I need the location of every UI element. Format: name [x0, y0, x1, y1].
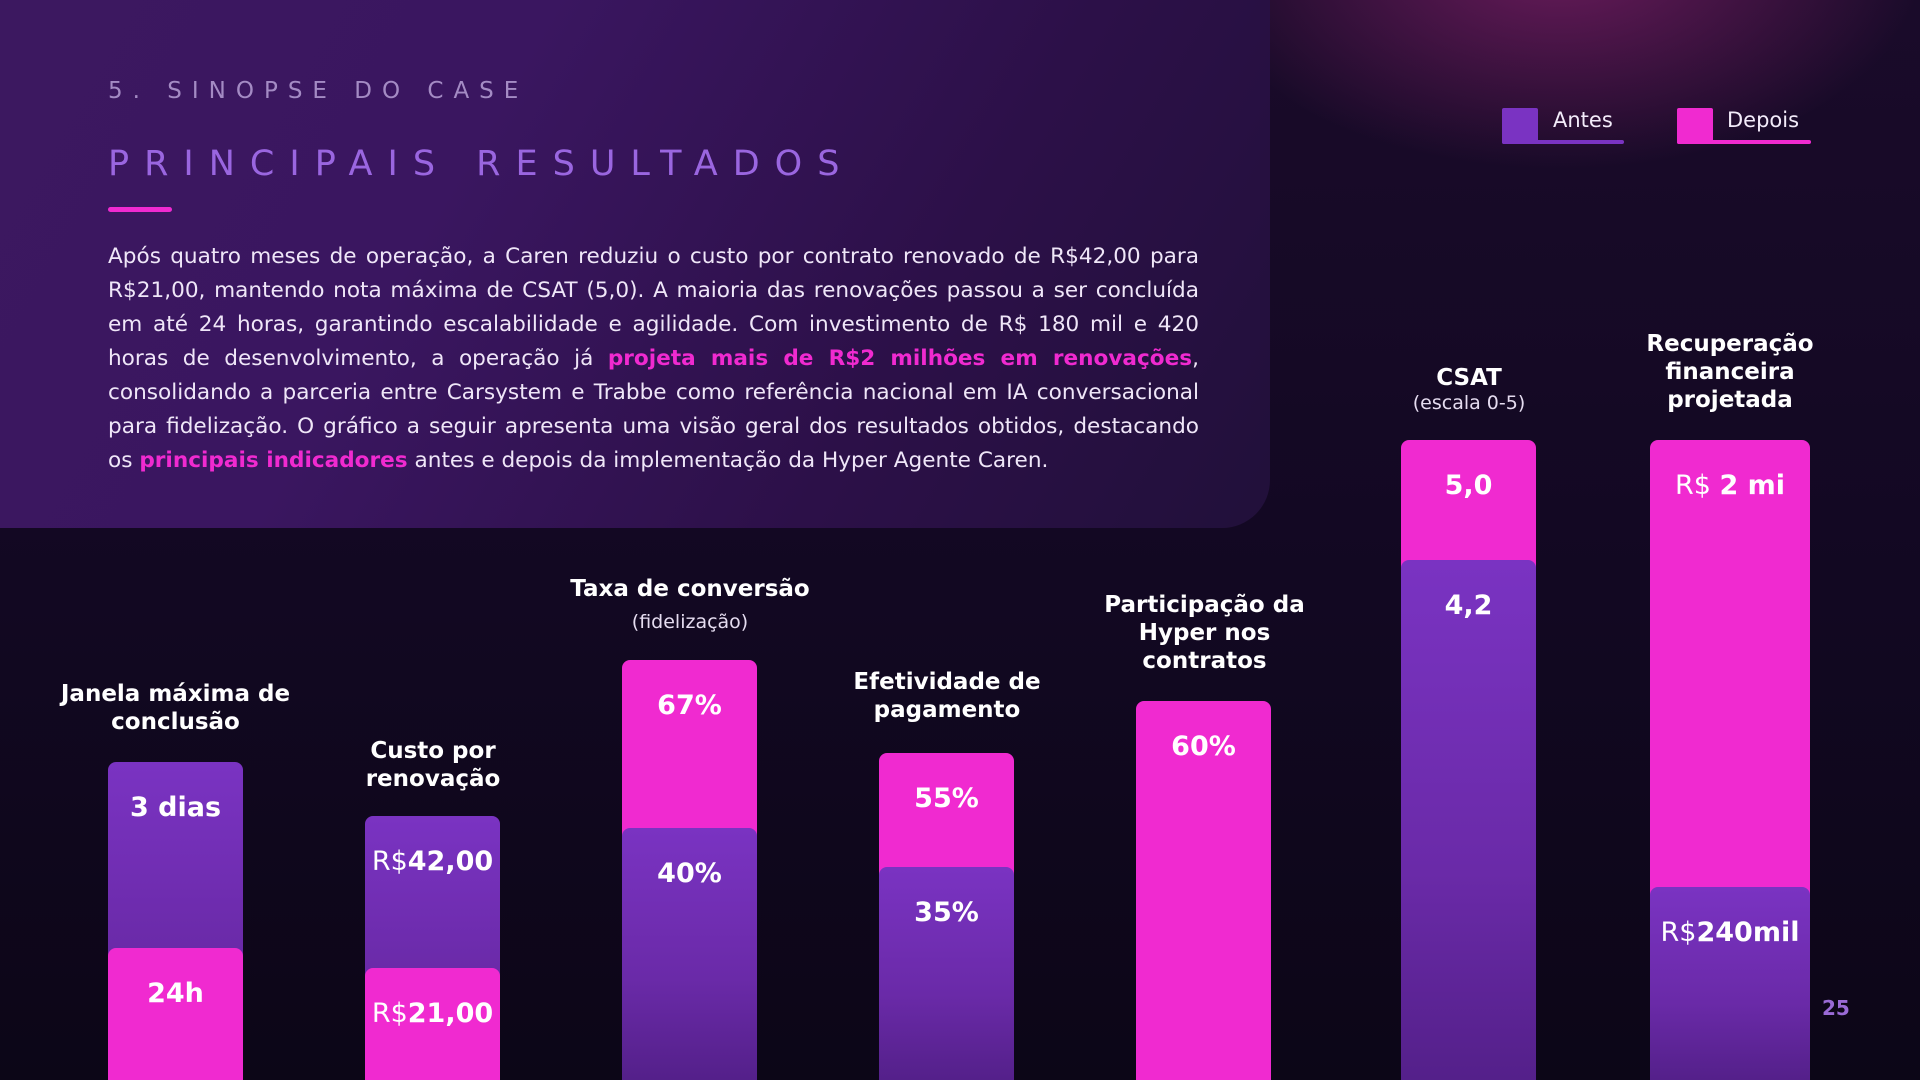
bar-after — [1136, 701, 1271, 1080]
page-title: PRINCIPAIS RESULTADOS — [108, 144, 855, 184]
legend-swatch-before — [1502, 108, 1538, 144]
value-prefix: R$ — [1660, 917, 1697, 948]
value-number: 55% — [914, 783, 979, 814]
category-title: Recuperação financeira projetada — [1646, 331, 1814, 413]
value-number: 24h — [147, 978, 204, 1009]
bar-before — [1650, 887, 1810, 1080]
category-subtitle: (fidelização) — [631, 611, 749, 633]
value-prefix: R$ — [371, 998, 408, 1029]
summary-paragraph: Após quatro meses de operação, a Caren r… — [108, 240, 1199, 478]
category-title: CSAT — [1436, 365, 1502, 391]
value-prefix: R$ — [371, 846, 408, 877]
value-label-after: 55% — [879, 783, 1014, 814]
value-label-after: 60% — [1136, 731, 1271, 762]
value-label-before: R$240mil — [1650, 917, 1810, 948]
value-label-before: 3 dias — [108, 792, 243, 823]
title-underline — [108, 207, 172, 212]
value-label-before: 4,2 — [1401, 590, 1536, 621]
bar-after — [365, 968, 500, 1080]
legend-underline-after — [1677, 140, 1811, 144]
legend-label-before: Antes — [1553, 108, 1613, 132]
summary-text-2: , consolidando a parceria entre Carsyste… — [108, 346, 1199, 473]
value-label-after: R$ 2 mi — [1650, 470, 1810, 501]
value-number: 3 dias — [129, 792, 222, 823]
value-prefix: R$ — [1674, 470, 1720, 501]
value-label-before: 40% — [622, 858, 757, 889]
legend-label-after: Depois — [1727, 108, 1800, 132]
bar-before — [622, 828, 757, 1080]
category-title: Participação da Hyper nos contratos — [1104, 592, 1305, 674]
value-label-after: 67% — [622, 690, 757, 721]
category-title: Efetividade de pagamento — [853, 669, 1041, 723]
category-subtitle: (escala 0-5) — [1412, 392, 1526, 414]
value-number: 35% — [914, 897, 979, 928]
bar-after — [108, 948, 243, 1080]
summary-text-3: antes e depois da implementação da Hyper… — [407, 448, 1049, 473]
bar-before — [879, 867, 1014, 1080]
value-number: 240mil — [1696, 917, 1800, 948]
value-label-after: R$21,00 — [365, 998, 500, 1029]
value-label-after: 24h — [108, 978, 243, 1009]
category-title: Janela máxima de conclusão — [60, 681, 291, 735]
summary-highlight-2: principais indicadores — [139, 448, 408, 473]
category-title: Taxa de conversão — [570, 576, 810, 602]
value-number: 67% — [657, 690, 722, 721]
value-label-after: 5,0 — [1401, 470, 1536, 501]
page-number: 25 — [1822, 996, 1850, 1020]
value-number: 40% — [657, 858, 722, 889]
intro-panel — [0, 0, 1270, 528]
legend-underline-before — [1502, 140, 1624, 144]
summary-text-1: Após quatro meses de operação, a Caren r… — [108, 244, 1199, 371]
value-number: 2 mi — [1719, 470, 1786, 501]
value-label-before: R$42,00 — [365, 846, 500, 877]
value-number: 4,2 — [1444, 590, 1493, 621]
value-number: 60% — [1171, 731, 1236, 762]
value-number: 42,00 — [407, 846, 494, 877]
category-title: Custo por renovação — [365, 738, 501, 792]
summary-highlight-1: projeta mais de R$2 milhões em renovaçõe… — [607, 346, 1193, 371]
value-number: 21,00 — [407, 998, 494, 1029]
bar-before — [1401, 560, 1536, 1080]
section-kicker: 5. SINOPSE DO CASE — [108, 78, 529, 104]
value-number: 5,0 — [1444, 470, 1493, 501]
legend-swatch-after — [1677, 108, 1713, 144]
value-label-before: 35% — [879, 897, 1014, 928]
